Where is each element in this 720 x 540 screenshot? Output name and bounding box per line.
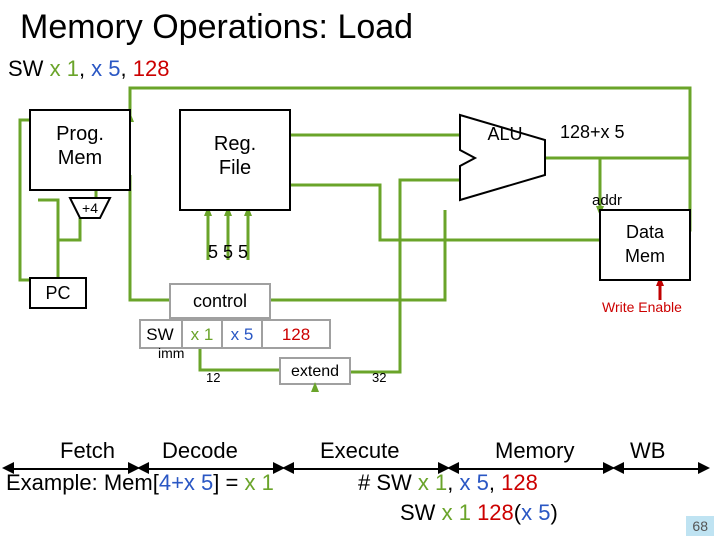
example-mem: Mem[ xyxy=(104,470,159,495)
example-prefix: Example: xyxy=(6,470,98,495)
field-x1: x 1 xyxy=(191,325,214,344)
comment-line-2: SW x 1 128(x 5) xyxy=(400,500,558,526)
svg-text:Data: Data xyxy=(626,222,665,242)
slide-number: 68 xyxy=(686,516,714,536)
example-val: x 1 xyxy=(244,470,273,495)
sw-keyword: SW xyxy=(8,56,43,81)
control-label: control xyxy=(193,291,247,311)
svg-text:Mem: Mem xyxy=(58,147,102,169)
example-addr: 4+x 5 xyxy=(159,470,213,495)
comment-line-1: # SW x 1, x 5, 128 xyxy=(358,470,538,496)
width-12: 12 xyxy=(206,370,220,385)
extend-label: extend xyxy=(291,363,339,380)
stage-wb: WB xyxy=(630,438,665,464)
sw-base: x 5 xyxy=(91,56,120,81)
field-sw: SW xyxy=(146,325,173,344)
write-enable-label: Write Enable xyxy=(602,299,682,315)
alu-label: ALU xyxy=(487,124,522,144)
svg-text:File: File xyxy=(219,157,251,179)
imm-label: imm xyxy=(158,345,184,361)
sw-reg: x 1 xyxy=(50,56,79,81)
addr-label: addr xyxy=(592,192,622,209)
ports-555: 5 5 5 xyxy=(208,242,248,262)
example-line: Example: Mem[4+x 5] = x 1 xyxy=(6,470,274,496)
svg-text:Mem: Mem xyxy=(625,246,665,266)
field-128: 128 xyxy=(282,325,310,344)
plus4-label: +4 xyxy=(82,200,98,216)
progmem-label: Prog. xyxy=(56,123,104,145)
field-x5: x 5 xyxy=(231,325,254,344)
alu-result: 128+x 5 xyxy=(560,122,625,142)
slide-title: Memory Operations: Load xyxy=(20,8,413,47)
stage-execute: Execute xyxy=(320,438,400,464)
svg-text:Reg.: Reg. xyxy=(214,133,256,155)
stage-fetch: Fetch xyxy=(60,438,115,464)
stage-decode: Decode xyxy=(162,438,238,464)
sw-imm: 128 xyxy=(133,56,170,81)
datapath-diagram: Prog. Mem +4 PC Reg. File 5 5 5 control … xyxy=(0,80,720,430)
sw-instruction: SW x 1, x 5, 128 xyxy=(8,56,169,82)
stage-memory: Memory xyxy=(495,438,574,464)
pc-label: PC xyxy=(45,283,70,303)
width-32: 32 xyxy=(372,370,386,385)
